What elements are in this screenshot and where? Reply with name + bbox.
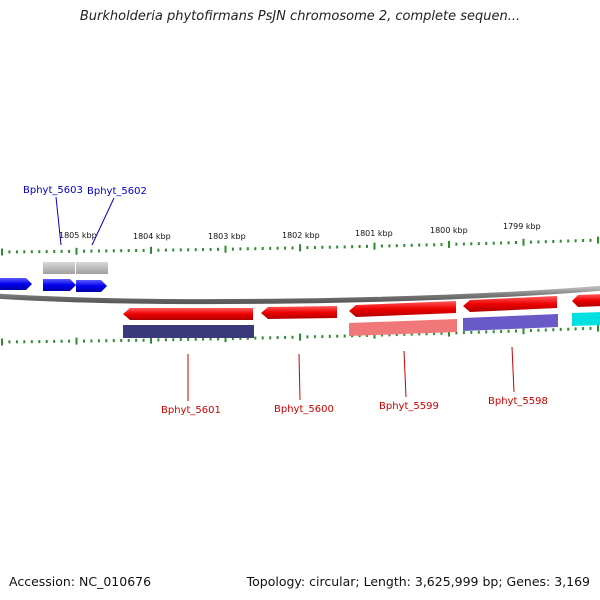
gene-arrow[interactable]: [463, 296, 557, 312]
cds-feature[interactable]: [349, 319, 457, 336]
label-leader-line: [91, 197, 115, 246]
map-title: Burkholderia phytofirmans PsJN chromosom…: [79, 9, 521, 24]
gene-label[interactable]: Bphyt_5601: [161, 405, 221, 416]
gene-label[interactable]: Bphyt_5600: [274, 404, 334, 415]
gene-arrow[interactable]: [572, 294, 600, 307]
scale-label: 1799 kbp: [503, 222, 541, 231]
forward-strand: [0, 262, 600, 307]
sequence-summary: Topology: circular; Length: 3,625,999 bp…: [246, 574, 590, 589]
accession-text: Accession: NC_010676: [9, 574, 152, 589]
scale-label: 1800 kbp: [430, 226, 468, 235]
scale-ticks: [1, 236, 599, 346]
scale-label: 1801 kbp: [355, 229, 393, 238]
scale-label: 1804 kbp: [133, 232, 171, 241]
cds-feature[interactable]: [43, 262, 75, 274]
gene-arrow[interactable]: [123, 308, 253, 320]
gene-arrow[interactable]: [43, 279, 76, 291]
chromosome-backbone: [0, 285, 600, 305]
gene-arrow[interactable]: [261, 306, 337, 319]
scale-label: 1803 kbp: [208, 232, 246, 241]
label-leader-line: [298, 353, 301, 401]
reverse-strand: [123, 296, 600, 338]
scale-label: 1802 kbp: [282, 231, 320, 240]
gene-label[interactable]: Bphyt_5598: [488, 396, 548, 407]
gene-label[interactable]: Bphyt_5599: [379, 401, 439, 412]
scale-label: 1805 kbp: [59, 231, 97, 240]
label-leader-line: [55, 196, 62, 246]
gene-label[interactable]: Bphyt_5602: [87, 186, 147, 197]
cds-feature[interactable]: [123, 325, 254, 338]
label-leader-line: [403, 350, 407, 398]
label-leader-line: [511, 346, 515, 393]
gene-arrow[interactable]: [0, 278, 32, 290]
cds-feature[interactable]: [76, 262, 108, 274]
cds-feature[interactable]: [463, 314, 558, 331]
gene-label[interactable]: Bphyt_5603: [23, 185, 83, 196]
gene-arrow[interactable]: [349, 301, 456, 317]
gene-arrow[interactable]: [76, 280, 107, 292]
cds-feature[interactable]: [572, 312, 600, 326]
